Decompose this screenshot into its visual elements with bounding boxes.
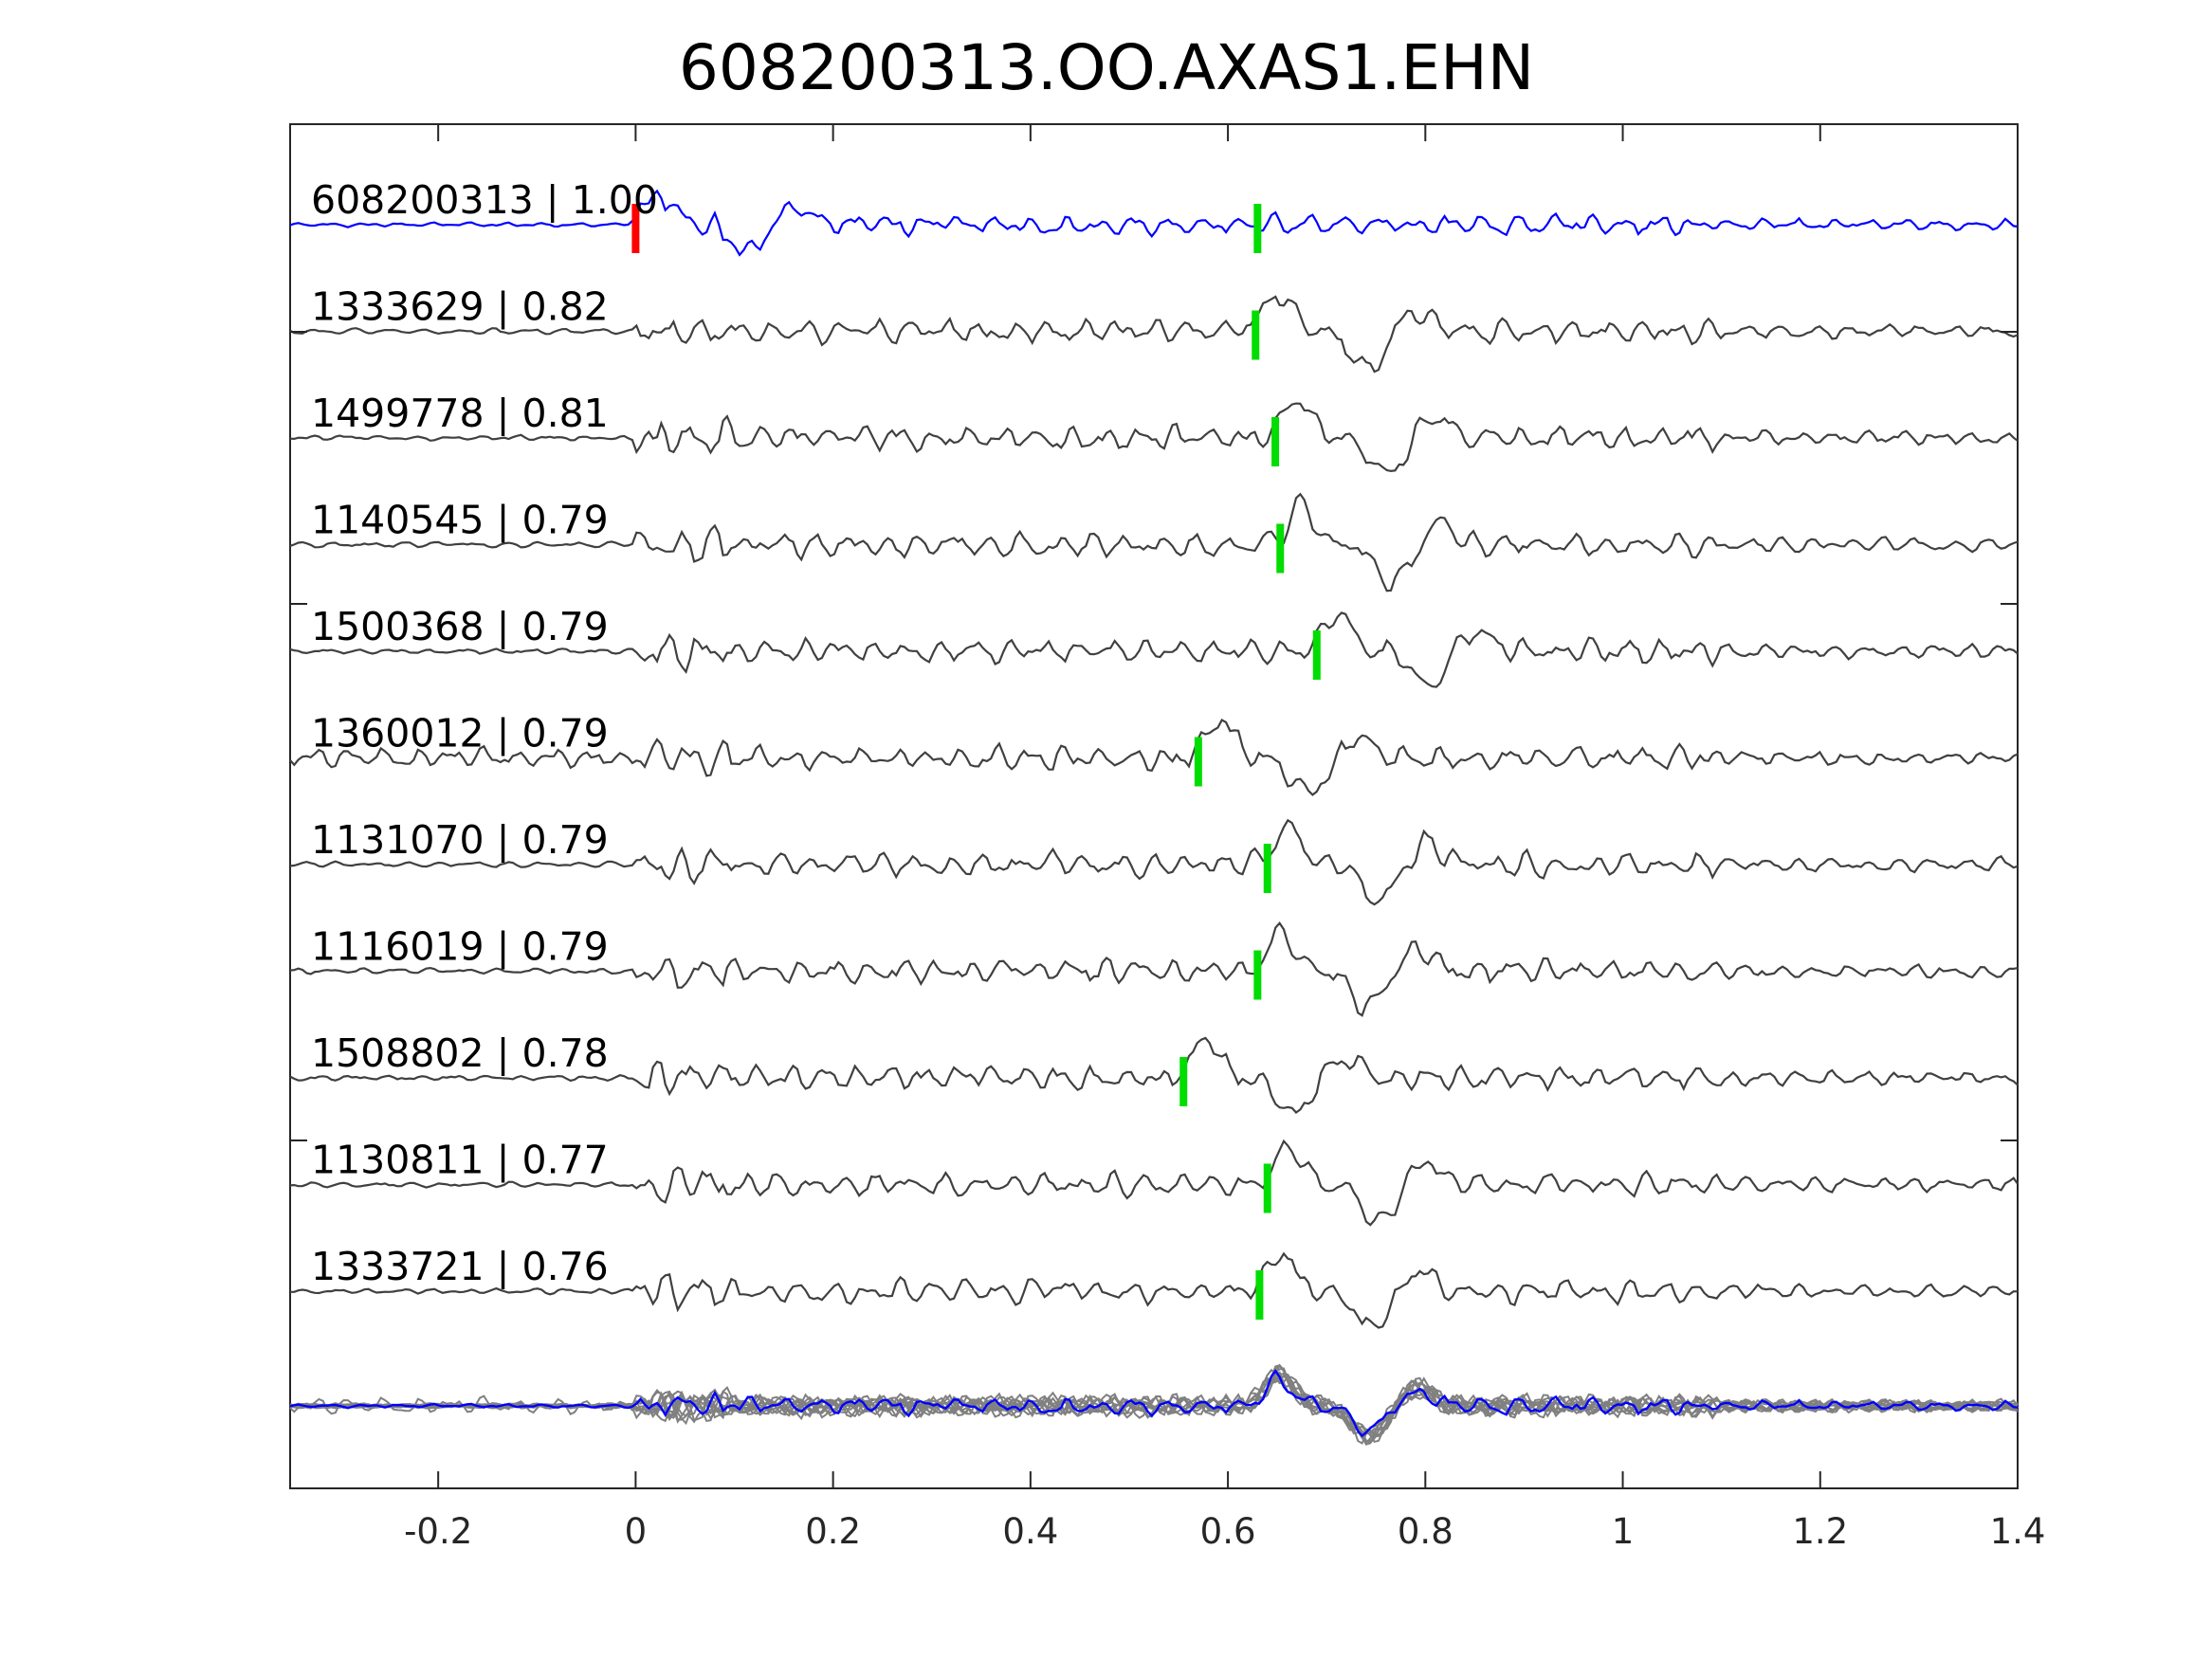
trace-line-1333629	[289, 295, 2019, 374]
trace-line-1499778	[289, 402, 2019, 473]
trace-line-1333721	[290, 1251, 2019, 1329]
trace-label-1360012: 1360012 | 0.79	[311, 711, 609, 757]
overlay-stack	[289, 1363, 2019, 1446]
x-tick-label: 0.4	[1002, 1511, 1058, 1552]
trace-line-1500368	[289, 611, 2019, 688]
trace-line-1360012	[289, 719, 2019, 796]
trace-label-1333721: 1333721 | 0.76	[311, 1244, 609, 1289]
trace-line-608200313	[289, 189, 2019, 257]
x-tick-label: 1.2	[1792, 1511, 1848, 1552]
trace-label-1140545: 1140545 | 0.79	[311, 498, 609, 543]
trace-label-1131070: 1131070 | 0.79	[311, 817, 609, 863]
trace-labels: 608200313 | 1.00 1333629 | 0.82 1499778 | …	[311, 177, 658, 1289]
plot-frame	[289, 123, 2019, 1489]
trace-label-1130811: 1130811 | 0.77	[311, 1138, 609, 1183]
trace-label-1333629: 1333629 | 0.82	[311, 284, 609, 330]
x-tick-label: -0.2	[404, 1511, 472, 1552]
trace-line-1131070	[289, 818, 2019, 906]
trace-label-1500368: 1500368 | 0.79	[311, 604, 609, 649]
trace-label-1508802: 1508802 | 0.78	[311, 1030, 609, 1076]
trace-line-1508802	[289, 1036, 2019, 1114]
x-tick-label: 0.2	[805, 1511, 861, 1552]
trace-label-608200313: 608200313 | 1.00	[311, 177, 658, 223]
picks-layer	[631, 204, 1321, 1320]
trace-line-1116019	[289, 921, 2019, 1017]
traces-layer	[289, 189, 2019, 1329]
x-tick-label: 0	[625, 1511, 648, 1552]
x-tick-label: 0.6	[1200, 1511, 1256, 1552]
trace-label-1499778: 1499778 | 0.81	[311, 391, 609, 436]
trace-line-1140545	[289, 492, 2019, 592]
overlay-trace-1333721	[290, 1374, 2018, 1437]
trace-line-1130811	[289, 1139, 2019, 1227]
x-axis: -0.2 0 0.2 0.4 0.6 0.8 1 1.2 1.4	[290, 124, 2045, 1552]
x-tick-label: 1	[1612, 1511, 1635, 1552]
trace-label-1116019: 1116019 | 0.79	[311, 924, 609, 970]
x-tick-label: 0.8	[1398, 1511, 1453, 1552]
chart-title: 608200313.OO.AXAS1.EHN	[679, 31, 1534, 104]
x-tick-label: 1.4	[1990, 1511, 2046, 1552]
overlay-template-trace	[289, 1369, 2019, 1438]
